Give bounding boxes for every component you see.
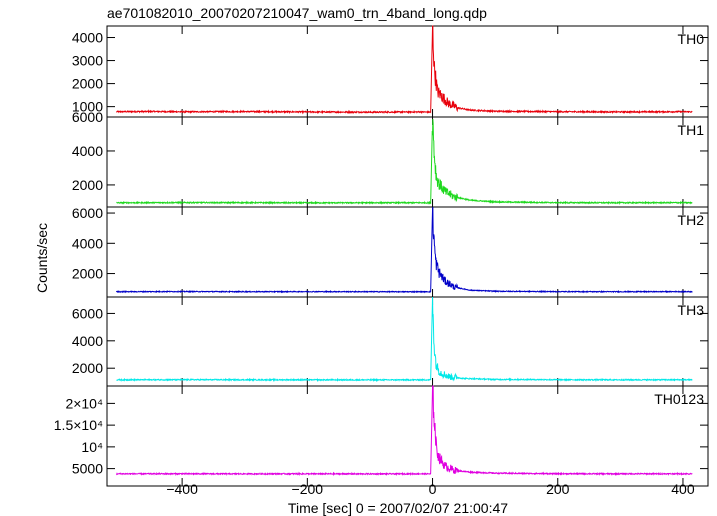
y-tick-label: 5000 <box>72 461 103 477</box>
y-tick-label: 6000 <box>72 109 103 125</box>
x-axis-label: Time [sec] 0 = 2007/02/07 21:00:47 <box>288 500 508 516</box>
panel-label-th2: TH2 <box>678 212 705 228</box>
y-tick-label: 3000 <box>72 53 103 69</box>
panel-label-th0123: TH0123 <box>654 391 704 407</box>
panel-th3: 2000 4000 6000 TH3 <box>72 296 709 387</box>
x-tick-label: 400 <box>671 481 695 497</box>
y-tick-label: 4000 <box>72 30 103 46</box>
series-line-th3 <box>116 296 693 383</box>
panels-group: 1000 2000 3000 4000 TH0 2000 4000 6000 TH1 2000 40… <box>54 25 709 487</box>
y-tick-label: 1.5×10⁴ <box>54 417 103 433</box>
panel-frame <box>106 296 709 387</box>
panel-frame <box>106 116 709 208</box>
x-ticks-group: −400 −200 0 200 400 <box>166 481 694 497</box>
y-tick-label: 1000 <box>72 99 103 115</box>
y-tick-label: 10⁴ <box>81 439 103 455</box>
panel-frame <box>106 206 709 298</box>
panel-label-th1: TH1 <box>678 122 705 138</box>
panel-th1: 2000 4000 6000 TH1 <box>72 109 709 208</box>
y-tick-label: 2×10⁴ <box>65 395 103 411</box>
panel-th0123: 5000 10⁴ 1.5×10⁴ 2×10⁴ TH0123 <box>54 385 709 487</box>
panel-label-th3: TH3 <box>678 302 705 318</box>
x-tick-label: −400 <box>166 481 198 497</box>
x-tick-label: 0 <box>429 481 437 497</box>
chart-title: ae701082010_20070207210047_wam0_trn_4ban… <box>107 5 487 21</box>
y-tick-label: 6000 <box>72 305 103 321</box>
y-tick-label: 4000 <box>72 143 103 159</box>
x-tick-label: −200 <box>292 481 324 497</box>
series-line-th2 <box>115 206 693 294</box>
y-tick-label: 4000 <box>72 333 103 349</box>
series-line-th0123 <box>115 385 693 477</box>
y-tick-label: 4000 <box>72 235 103 251</box>
series-line-th0 <box>115 25 693 115</box>
panel-frame <box>106 385 709 487</box>
series-line-th1 <box>116 118 693 206</box>
y-tick-label: 2000 <box>72 360 103 376</box>
y-tick-label: 2000 <box>72 76 103 92</box>
y-tick-label: 6000 <box>72 205 103 221</box>
y-tick-label: 2000 <box>72 266 103 282</box>
panel-th2: 2000 4000 6000 TH2 <box>72 205 709 298</box>
x-tick-label: 200 <box>546 481 570 497</box>
y-tick-label: 2000 <box>72 177 103 193</box>
panel-frame <box>106 25 709 118</box>
panel-label-th0: TH0 <box>678 31 705 47</box>
y-axis-label: Counts/sec <box>34 223 50 293</box>
panel-th0: 1000 2000 3000 4000 TH0 <box>72 25 709 118</box>
